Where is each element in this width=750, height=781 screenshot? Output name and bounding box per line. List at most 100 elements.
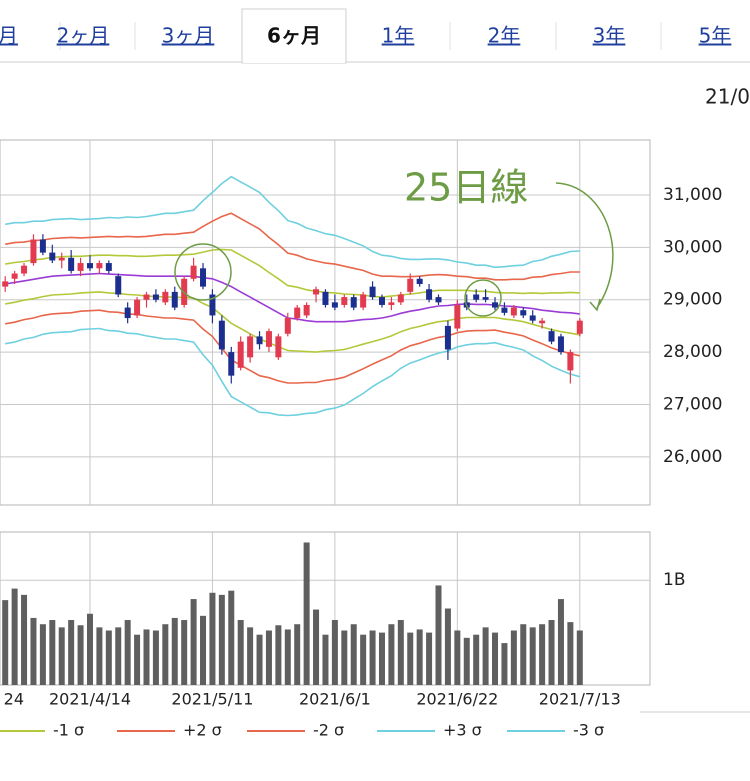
volume-bar	[331, 620, 338, 685]
volume-bar	[152, 630, 159, 685]
volume-bar	[275, 625, 282, 685]
candle-body	[49, 252, 56, 261]
candle-body	[209, 294, 216, 316]
candle-body	[247, 336, 254, 358]
tab-label[interactable]: 2ヶ月	[57, 24, 110, 48]
candle-body	[369, 286, 376, 298]
volume-bar	[171, 617, 178, 685]
volume-bar	[492, 632, 499, 685]
candle-body	[134, 299, 141, 316]
volume-bar	[567, 622, 574, 685]
volume-bar	[162, 624, 169, 685]
date-range: 21/0	[705, 85, 750, 109]
candle-body	[510, 307, 517, 316]
tab-label[interactable]: 1年	[382, 24, 415, 48]
volume-bar	[265, 630, 272, 685]
candle-body	[331, 302, 338, 308]
candle-body	[218, 320, 225, 350]
highlight-circle	[174, 243, 232, 301]
tab-label[interactable]: 2年	[488, 24, 521, 48]
volume-bar	[539, 624, 546, 685]
volume-bar	[501, 643, 508, 685]
candle-body	[426, 289, 433, 300]
candle-body	[548, 331, 555, 342]
volume-bar	[209, 592, 216, 685]
candle-body	[21, 265, 28, 274]
candle-body	[435, 297, 442, 303]
volume-bar	[397, 620, 404, 685]
volume-bar	[416, 629, 423, 685]
volume-bar	[341, 630, 348, 685]
legend-label: -3 σ	[573, 721, 604, 740]
candle-body	[341, 297, 348, 305]
volume-bar	[426, 632, 433, 685]
candle-body	[237, 341, 244, 368]
candle-body	[265, 331, 272, 347]
candle-body	[350, 297, 357, 308]
volume-bar	[181, 620, 188, 685]
volume-bar	[218, 594, 225, 685]
candle-body	[416, 278, 423, 285]
volume-panel: 1B	[0, 532, 685, 685]
volume-bar	[134, 634, 141, 685]
volume-bar	[454, 630, 461, 685]
tab-label[interactable]: 3年	[593, 24, 626, 48]
tab-bar: 月 2ヶ月 3ヶ月 6ヶ月 1年 2年 3年 5年	[0, 8, 750, 64]
tab-label[interactable]: 3ヶ月	[162, 24, 215, 48]
legend-label: -2 σ	[313, 721, 344, 740]
candle-body	[58, 257, 65, 261]
candle-body	[529, 315, 536, 321]
volume-bar	[190, 599, 197, 685]
candle-body	[388, 302, 395, 305]
volume-bar	[294, 624, 301, 685]
volume-bar	[200, 615, 207, 685]
volume-bar	[313, 609, 320, 685]
tab-label[interactable]: 5年	[699, 24, 732, 48]
candle-body	[576, 320, 583, 334]
candle-body	[397, 294, 404, 303]
candle-body	[539, 320, 546, 324]
candle-body	[313, 289, 320, 295]
x-tick-label: 2021/6/22	[416, 690, 498, 709]
volume-bar	[388, 624, 395, 685]
volume-bar	[322, 634, 329, 685]
y-tick-label: 26,000	[663, 447, 722, 467]
y-tick-label: 27,000	[663, 394, 722, 414]
y-tick-label: 28,000	[663, 342, 722, 362]
candle-body	[360, 294, 367, 308]
tab-label[interactable]: 月	[0, 24, 18, 48]
volume-bar	[77, 625, 84, 685]
candle-body	[275, 336, 282, 358]
volume-bar	[30, 617, 37, 685]
candle-body	[501, 307, 508, 313]
x-tick-label: 2021/5/11	[171, 690, 253, 709]
candle-body	[124, 307, 131, 319]
candle-body	[171, 291, 178, 308]
x-tick-label: 2021/4/14	[49, 690, 131, 709]
candle-body	[322, 291, 329, 305]
band-line	[5, 212, 580, 281]
volume-bar	[407, 632, 414, 685]
volume-bar	[2, 600, 9, 685]
active-tab[interactable]	[241, 8, 347, 64]
volume-bar	[256, 634, 263, 685]
candle-body	[162, 291, 169, 303]
volume-bar	[49, 620, 56, 685]
y-tick-label: 1B	[663, 570, 685, 590]
band-line	[5, 248, 580, 298]
candle-body	[228, 352, 235, 376]
legend-label: -1 σ	[53, 721, 84, 740]
volume-bar	[548, 620, 555, 685]
band-line	[5, 175, 580, 269]
volume-bar	[520, 624, 527, 685]
band-line	[5, 309, 580, 384]
y-tick-label: 30,000	[663, 237, 722, 257]
annotation: 25日線	[174, 166, 614, 317]
candle-body	[115, 276, 122, 295]
volume-bar	[360, 634, 367, 685]
volume-bar	[143, 629, 150, 685]
candle-body	[30, 239, 37, 264]
volume-bar	[350, 624, 357, 685]
